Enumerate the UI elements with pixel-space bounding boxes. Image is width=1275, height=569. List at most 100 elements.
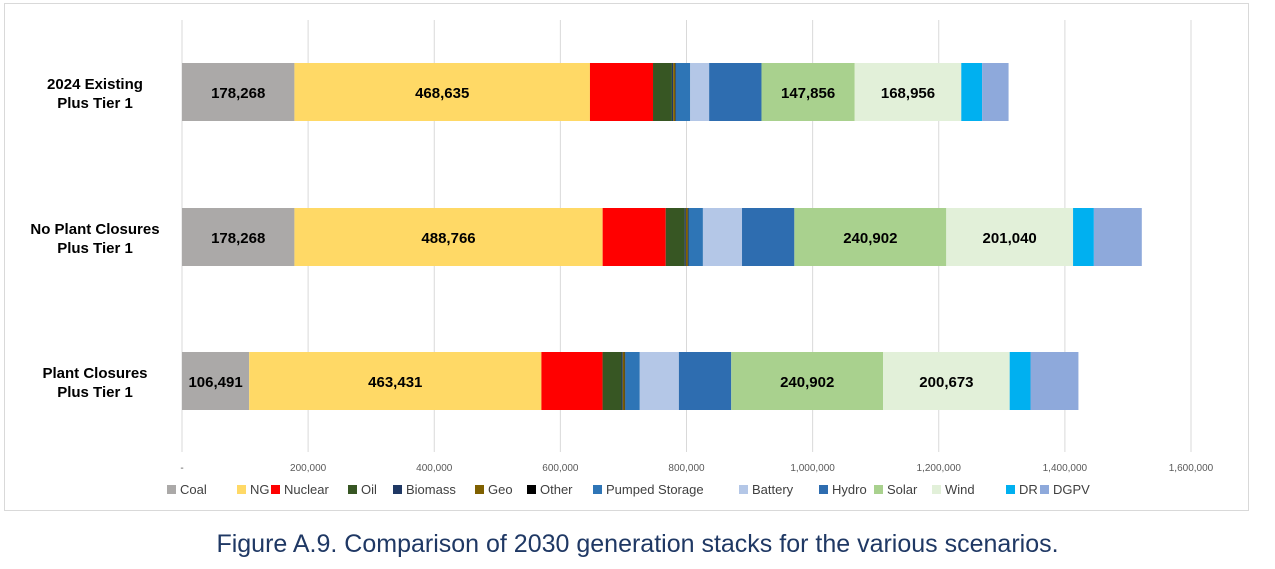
- legend-swatch: [527, 485, 536, 494]
- stacked-bar-chart: 178,268 468,635 147,856 168,956 178,268 488,7…: [30, 20, 1214, 497]
- bar-segment-ng: [294, 63, 590, 121]
- legend-swatch: [393, 485, 402, 494]
- legend-label: NG: [250, 482, 270, 497]
- legend-swatch: [593, 485, 602, 494]
- bar-segment-solar: [761, 63, 855, 121]
- legend-label: Oil: [361, 482, 377, 497]
- legend-label: Pumped Storage: [606, 482, 704, 497]
- bar-segment-oil: [653, 63, 672, 121]
- x-tick-label: 800,000: [668, 463, 705, 474]
- category-label: Plant Closures: [42, 365, 147, 382]
- x-tick-label: 600,000: [542, 463, 579, 474]
- bar-segment-nuclear: [541, 352, 603, 410]
- bar-segment-biomass: [671, 63, 674, 121]
- x-tick-label: 1,200,000: [917, 463, 962, 474]
- legend-label: Other: [540, 482, 573, 497]
- legend-swatch: [1040, 485, 1049, 494]
- data-label: 488,766: [421, 230, 475, 247]
- bar-segment-battery: [702, 208, 743, 266]
- data-label: 200,673: [919, 374, 973, 391]
- bar-segment-ng: [249, 352, 542, 410]
- legend-label: Coal: [180, 482, 207, 497]
- data-label: 468,635: [415, 85, 469, 102]
- bar-segment-dr: [1073, 208, 1094, 266]
- legend-swatch: [237, 485, 246, 494]
- category-label: No Plant Closures: [30, 221, 159, 238]
- bar-segment-wind: [946, 208, 1074, 266]
- bar-segment-other: [675, 63, 676, 121]
- bar-segment-dr: [961, 63, 983, 121]
- bar-segment-hydro: [709, 63, 762, 121]
- legend-swatch: [819, 485, 828, 494]
- data-label: 147,856: [781, 85, 835, 102]
- category-label: Plus Tier 1: [57, 240, 133, 257]
- x-tick-label: 1,400,000: [1043, 463, 1088, 474]
- bar-segment-solar: [794, 208, 947, 266]
- x-tick-label: 400,000: [416, 463, 453, 474]
- bar-segment-hydro: [742, 208, 795, 266]
- category-label: Plus Tier 1: [57, 384, 133, 401]
- bar-segment-hydro: [678, 352, 732, 410]
- legend-swatch: [874, 485, 883, 494]
- bar-segment-nuclear: [589, 63, 654, 121]
- bar-segment-oil: [602, 352, 622, 410]
- bar-segment-wind: [883, 352, 1010, 410]
- legend-swatch: [348, 485, 357, 494]
- bar-segment-biomass: [621, 352, 623, 410]
- legend-swatch: [167, 485, 176, 494]
- x-tick-label: 1,600,000: [1169, 463, 1214, 474]
- data-label: 178,268: [211, 85, 265, 102]
- legend-label: Biomass: [406, 482, 456, 497]
- legend-label: Battery: [752, 482, 794, 497]
- bar-segment-pumped-storage: [688, 208, 703, 266]
- legend-swatch: [271, 485, 280, 494]
- legend-swatch: [739, 485, 748, 494]
- legend-label: DGPV: [1053, 482, 1090, 497]
- bars: 178,268 468,635 147,856 168,956 178,268 488,7…: [182, 63, 1142, 410]
- figure-caption: Figure A.9. Comparison of 2030 generatio…: [216, 530, 1059, 558]
- bar-segment-dgpv: [1030, 352, 1079, 410]
- bar-segment-ng: [294, 208, 603, 266]
- category-label: Plus Tier 1: [57, 95, 133, 112]
- legend-swatch: [932, 485, 941, 494]
- bar-segment-pumped-storage: [625, 352, 640, 410]
- category-labels: 2024 Existing Plus Tier 1 No Plant Closure…: [30, 76, 159, 401]
- data-label: 240,902: [780, 374, 834, 391]
- data-label: 463,431: [368, 374, 422, 391]
- legend-label: Solar: [887, 482, 918, 497]
- bar-segment-battery: [690, 63, 710, 121]
- bar-segment-geo: [685, 208, 688, 266]
- bar-segment-coal: [182, 352, 250, 410]
- bar-segment-oil: [665, 208, 685, 266]
- bar-segment-dgpv: [982, 63, 1009, 121]
- legend-swatch: [1006, 485, 1015, 494]
- legend-label: Wind: [945, 482, 975, 497]
- data-label: 168,956: [881, 85, 935, 102]
- bar-segment-coal: [182, 63, 295, 121]
- bar-segment-dgpv: [1093, 208, 1142, 266]
- data-label: 178,268: [211, 230, 265, 247]
- bar-segment-geo: [622, 352, 625, 410]
- x-axis-ticks: - 200,000 400,000 600,000 800,000 1,000,000 1,…: [180, 463, 1213, 474]
- legend-label: Nuclear: [284, 482, 329, 497]
- legend-swatch: [475, 485, 484, 494]
- legend-label: Hydro: [832, 482, 867, 497]
- legend: Coal NG Nuclear Oil Biomass Geo Other Pumped St…: [167, 482, 1090, 497]
- x-tick-label: 1,000,000: [790, 463, 835, 474]
- bar-segment-nuclear: [602, 208, 666, 266]
- bar-segment-coal: [182, 208, 295, 266]
- bar-segment-geo: [673, 63, 676, 121]
- data-label: 240,902: [843, 230, 897, 247]
- bar-segment-biomass: [684, 208, 686, 266]
- bar-segment-dr: [1009, 352, 1031, 410]
- data-label: 201,040: [983, 230, 1037, 247]
- x-tick-label: 200,000: [290, 463, 327, 474]
- bar-segment-other: [624, 352, 626, 410]
- legend-label: DR: [1019, 482, 1038, 497]
- bar-segment-pumped-storage: [675, 63, 691, 121]
- x-tick-label: -: [180, 463, 183, 474]
- bar-segment-other: [687, 208, 689, 266]
- bar-segment-battery: [639, 352, 679, 410]
- category-label: 2024 Existing: [47, 76, 143, 93]
- bar-segment-wind: [854, 63, 962, 121]
